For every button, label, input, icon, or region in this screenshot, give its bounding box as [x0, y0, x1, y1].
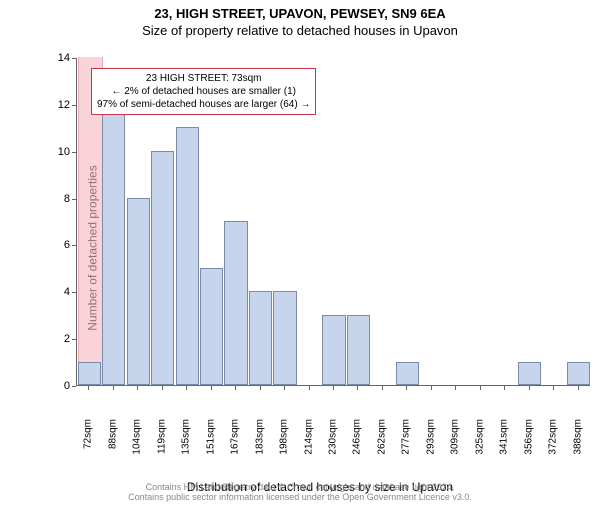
x-tick-mark: [553, 386, 554, 390]
x-tick-mark: [333, 386, 334, 390]
x-tick-mark: [113, 386, 114, 390]
x-tick-label: 341sqm: [499, 419, 510, 455]
bar: [176, 127, 199, 385]
x-tick-label: 119sqm: [156, 419, 167, 454]
y-tick-mark: [72, 386, 76, 387]
bar: [273, 291, 296, 385]
x-tick-label: 277sqm: [401, 419, 412, 455]
chart-container: Number of detached properties 0246810121…: [50, 58, 590, 438]
x-tick-label: 246sqm: [352, 419, 363, 455]
y-tick-label: 0: [50, 380, 70, 392]
x-tick-label: 356sqm: [523, 419, 534, 455]
bar: [102, 104, 125, 385]
x-tick-label: 230sqm: [328, 419, 339, 455]
bar: [127, 198, 150, 385]
x-tick-label: 167sqm: [230, 419, 241, 455]
annotation-box: 23 HIGH STREET: 73sqm← 2% of detached ho…: [91, 68, 316, 115]
x-tick-label: 388sqm: [572, 419, 583, 455]
annotation-line1: 23 HIGH STREET: 73sqm: [97, 72, 310, 85]
x-tick-mark: [406, 386, 407, 390]
x-tick-label: 72sqm: [83, 419, 94, 449]
y-tick-label: 12: [50, 99, 70, 111]
y-tick-label: 2: [50, 333, 70, 345]
x-tick-mark: [382, 386, 383, 390]
x-tick-mark: [260, 386, 261, 390]
x-tick-mark: [162, 386, 163, 390]
x-tick-label: 198sqm: [279, 419, 290, 455]
x-tick-mark: [284, 386, 285, 390]
page-subtitle: Size of property relative to detached ho…: [0, 23, 600, 38]
x-tick-label: 372sqm: [548, 419, 559, 455]
y-tick-label: 4: [50, 286, 70, 298]
bar: [200, 268, 223, 385]
x-tick-label: 151sqm: [205, 419, 216, 455]
x-tick-mark: [137, 386, 138, 390]
y-tick-label: 6: [50, 239, 70, 251]
bar: [78, 362, 101, 385]
y-tick-label: 8: [50, 193, 70, 205]
y-tick-label: 10: [50, 146, 70, 158]
bar: [151, 151, 174, 385]
x-tick-label: 325sqm: [474, 419, 485, 455]
annotation-line2: ← 2% of detached houses are smaller (1): [97, 85, 310, 98]
x-tick-label: 135sqm: [181, 419, 192, 455]
x-tick-mark: [88, 386, 89, 390]
x-tick-mark: [211, 386, 212, 390]
plot-area: 23 HIGH STREET: 73sqm← 2% of detached ho…: [76, 58, 590, 386]
bar: [249, 291, 272, 385]
x-tick-mark: [431, 386, 432, 390]
bar: [347, 315, 370, 385]
x-tick-label: 183sqm: [254, 419, 265, 455]
footer-attribution: Contains HM Land Registry data © Crown c…: [0, 483, 600, 503]
x-tick-mark: [480, 386, 481, 390]
x-tick-mark: [309, 386, 310, 390]
bar: [396, 362, 419, 385]
x-tick-mark: [504, 386, 505, 390]
x-tick-label: 309sqm: [450, 419, 461, 455]
x-tick-mark: [455, 386, 456, 390]
bar: [567, 362, 590, 385]
x-tick-label: 293sqm: [425, 419, 436, 455]
x-tick-mark: [186, 386, 187, 390]
page-title: 23, HIGH STREET, UPAVON, PEWSEY, SN9 6EA: [0, 6, 600, 21]
x-tick-label: 104sqm: [132, 419, 143, 455]
x-tick-label: 88sqm: [107, 419, 118, 449]
x-tick-mark: [235, 386, 236, 390]
bar: [224, 221, 247, 385]
y-tick-label: 14: [50, 52, 70, 64]
x-tick-mark: [578, 386, 579, 390]
annotation-line3: 97% of semi-detached houses are larger (…: [97, 98, 310, 111]
x-tick-mark: [529, 386, 530, 390]
bar: [518, 362, 541, 385]
footer-line2: Contains public sector information licen…: [0, 493, 600, 503]
x-tick-label: 262sqm: [376, 419, 387, 455]
x-tick-label: 214sqm: [303, 419, 314, 455]
bar: [322, 315, 345, 385]
x-tick-mark: [357, 386, 358, 390]
